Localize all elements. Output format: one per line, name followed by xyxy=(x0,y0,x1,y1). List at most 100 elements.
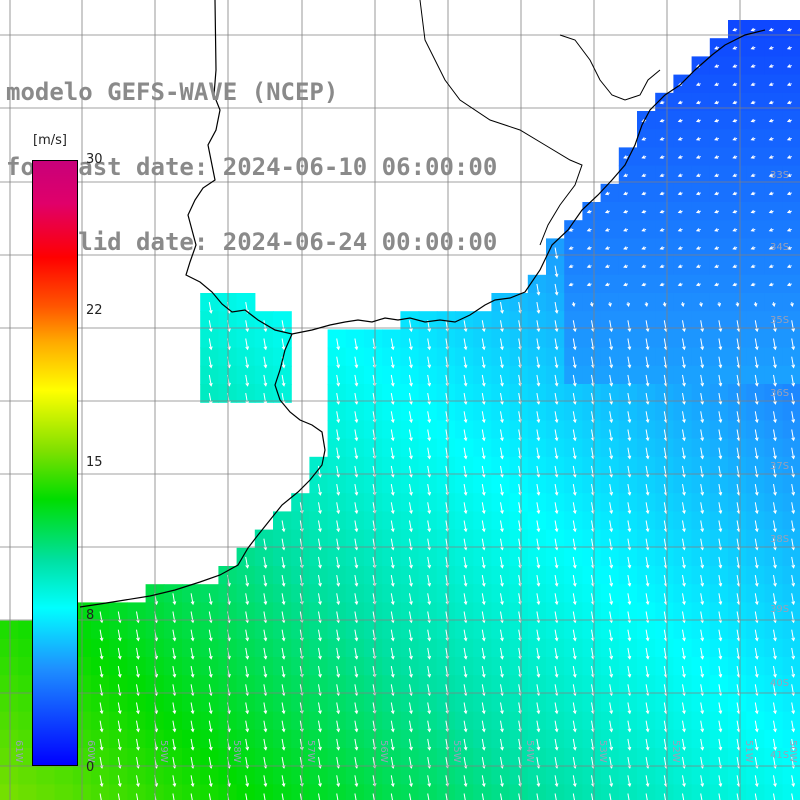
wind-arrow xyxy=(318,465,321,477)
wind-arrow-head xyxy=(263,346,268,351)
wind-arrow xyxy=(754,320,758,332)
wind-arrow-head xyxy=(568,282,573,287)
wind-arrow xyxy=(281,320,285,332)
wind-arrow-head xyxy=(481,346,486,351)
wind-arrow xyxy=(481,738,485,750)
wind-arrow-head xyxy=(572,746,577,751)
wind-arrow-head xyxy=(117,673,122,678)
wind-arrow-head xyxy=(714,209,719,214)
wind-arrow xyxy=(500,538,503,550)
wind-arrow-head xyxy=(336,783,341,788)
wind-arrow xyxy=(554,447,558,459)
wind-arrow-head xyxy=(208,619,213,624)
wind-arrow xyxy=(481,647,485,659)
wind-arrow-head xyxy=(500,546,504,551)
wind-arrow xyxy=(773,374,776,386)
wind-arrow xyxy=(536,356,540,368)
wind-arrow xyxy=(754,338,758,350)
wind-arrow xyxy=(663,520,667,532)
wind-arrow xyxy=(554,393,558,404)
wind-cell xyxy=(709,74,729,94)
wind-arrow-head xyxy=(554,309,559,314)
wind-arrow xyxy=(263,593,267,605)
wind-arrow-head xyxy=(695,228,700,232)
wind-cell xyxy=(618,220,638,239)
wind-arrow-head xyxy=(714,155,719,159)
wind-arrow-head xyxy=(714,191,719,196)
wind-arrow xyxy=(463,702,467,714)
wind-arrow-head xyxy=(336,673,341,678)
wind-arrow xyxy=(354,538,358,550)
wind-arrow xyxy=(754,502,758,514)
wind-arrow-head xyxy=(754,546,759,551)
wind-cell xyxy=(764,56,784,76)
wind-arrow xyxy=(591,538,594,550)
wind-arrow-head xyxy=(427,564,432,569)
wind-arrow xyxy=(518,793,521,800)
wind-arrow-head xyxy=(136,746,140,751)
wind-cell xyxy=(655,784,674,800)
wind-arrow xyxy=(536,629,540,641)
wind-arrow xyxy=(336,538,340,550)
wind-arrow xyxy=(773,320,776,332)
wind-arrow-head xyxy=(536,673,541,678)
wind-arrow xyxy=(554,611,558,623)
wind-arrow-head xyxy=(645,728,650,733)
wind-arrow-head xyxy=(281,673,286,678)
wind-arrow xyxy=(427,738,431,750)
wind-arrow-head xyxy=(427,346,432,351)
wind-arrow xyxy=(281,393,285,404)
wind-arrow xyxy=(281,666,285,677)
wind-arrow xyxy=(245,556,249,568)
wind-arrow-head xyxy=(754,400,759,405)
wind-arrow-head xyxy=(677,82,682,86)
wind-arrow xyxy=(518,629,522,641)
wind-arrow-head xyxy=(554,655,559,660)
wind-arrow xyxy=(99,738,103,750)
wind-arrow xyxy=(663,338,667,350)
wind-arrow xyxy=(409,593,412,605)
wind-arrow xyxy=(390,575,394,586)
wind-arrow xyxy=(682,429,685,441)
wind-arrow xyxy=(591,556,594,568)
wind-arrow xyxy=(263,666,267,677)
wind-arrow xyxy=(645,338,649,350)
wind-arrow-head xyxy=(427,746,432,751)
wind-arrow xyxy=(627,393,631,404)
wind-arrow xyxy=(427,520,431,532)
wind-arrow-head xyxy=(409,619,413,624)
wind-arrow-head xyxy=(718,546,723,551)
wind-arrow xyxy=(463,484,467,495)
wind-arrow xyxy=(627,520,631,532)
wind-arrow xyxy=(390,611,394,623)
wind-arrow-head xyxy=(682,400,686,405)
wind-arrow xyxy=(245,647,249,659)
wind-arrow-head xyxy=(700,455,705,460)
wind-cell xyxy=(582,238,602,258)
wind-arrow-head xyxy=(463,346,468,351)
wind-arrow xyxy=(572,338,576,350)
wind-cell xyxy=(746,111,765,130)
wind-arrow-head xyxy=(245,728,250,733)
wind-cell xyxy=(709,183,729,203)
wind-arrow xyxy=(463,611,467,623)
wind-arrow-head xyxy=(463,601,468,606)
wind-cell xyxy=(582,256,602,276)
wind-cell xyxy=(673,274,693,294)
wind-arrow xyxy=(481,611,485,623)
wind-arrow xyxy=(500,302,503,313)
wind-arrow-head xyxy=(208,637,213,642)
wind-arrow-head xyxy=(682,328,686,333)
wind-arrow xyxy=(445,556,449,568)
wind-arrow xyxy=(609,320,613,332)
wind-arrow-head xyxy=(791,783,796,788)
wind-arrow xyxy=(791,793,794,800)
wind-arrow xyxy=(190,720,194,732)
wind-arrow xyxy=(663,629,667,641)
wind-arrow xyxy=(572,611,576,623)
wind-arrow-head xyxy=(677,118,682,123)
wind-cell xyxy=(746,74,765,94)
wind-arrow xyxy=(354,575,358,586)
wind-arrow-head xyxy=(754,564,759,569)
